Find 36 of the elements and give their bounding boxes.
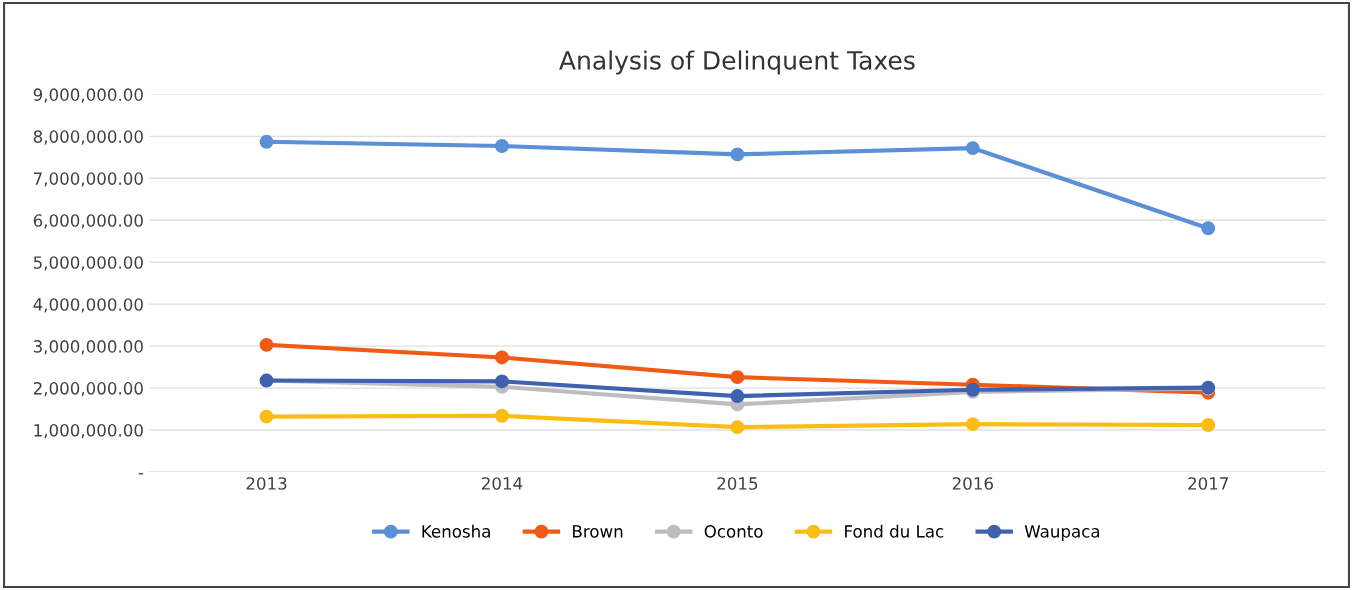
y-tick-label: 3,000,000.00 [33, 340, 143, 355]
point [259, 409, 274, 424]
x-tick-label: 2014 [481, 477, 523, 490]
point [730, 420, 745, 435]
legend-label: Kenosha [422, 524, 490, 538]
point [495, 408, 509, 423]
legend-label: Fond du Lac [845, 524, 944, 538]
point [1201, 221, 1216, 236]
y-tick-label: 1,000,000.00 [34, 424, 143, 439]
y-tick-label: 9,000,000.00 [33, 88, 143, 103]
chart-title: Analysis of Delinquent Taxes [559, 50, 915, 75]
point [1201, 418, 1216, 432]
point [495, 350, 509, 365]
point [495, 374, 509, 389]
y-tick-label: 4,000,000.00 [33, 298, 143, 313]
y-tick-label: 6,000,000.00 [33, 214, 143, 229]
point [730, 389, 745, 404]
point [259, 134, 274, 149]
x-tick-label: 2013 [246, 477, 287, 490]
y-tick-label: 8,000,000.00 [33, 130, 143, 145]
point [259, 337, 274, 352]
point [730, 370, 745, 385]
legend-label: Brown [573, 525, 623, 538]
legend-label: Waupaca [1024, 525, 1100, 541]
x-tick-label: 2016 [952, 477, 993, 490]
point [730, 147, 745, 162]
point [495, 139, 509, 153]
legend-label: Oconto [704, 525, 763, 538]
x-tick-label: 2015 [717, 477, 758, 490]
x-tick-label: 2017 [1188, 477, 1229, 490]
y-tick-label: 2,000,000.00 [33, 382, 143, 397]
point [965, 141, 980, 156]
y-tick-label: 5,000,000.00 [33, 256, 143, 271]
y-tick-label: 7,000,000.00 [34, 172, 143, 187]
point [965, 417, 980, 432]
y-tick-label: - [138, 473, 144, 475]
